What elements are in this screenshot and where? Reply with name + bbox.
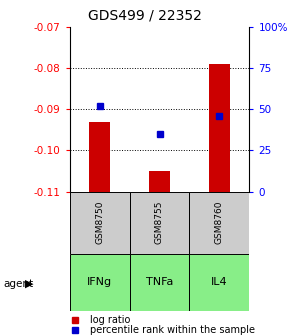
Text: ▶: ▶: [25, 279, 33, 289]
Bar: [70, 254, 130, 311]
Text: agent: agent: [3, 279, 33, 289]
Text: GSM8750: GSM8750: [95, 201, 104, 244]
Text: IL4: IL4: [211, 277, 228, 287]
Text: percentile rank within the sample: percentile rank within the sample: [90, 325, 255, 335]
Bar: [149, 171, 170, 192]
Bar: [70, 192, 130, 254]
Text: log ratio: log ratio: [90, 315, 130, 325]
Text: GSM8755: GSM8755: [155, 201, 164, 244]
Bar: [189, 254, 249, 311]
Bar: [130, 254, 189, 311]
Text: GDS499 / 22352: GDS499 / 22352: [88, 8, 202, 23]
Text: GSM8760: GSM8760: [215, 201, 224, 244]
Bar: [209, 64, 230, 192]
Bar: [130, 192, 189, 254]
Text: TNFa: TNFa: [146, 277, 173, 287]
Bar: [189, 192, 249, 254]
Bar: [89, 122, 110, 192]
Text: IFNg: IFNg: [87, 277, 112, 287]
